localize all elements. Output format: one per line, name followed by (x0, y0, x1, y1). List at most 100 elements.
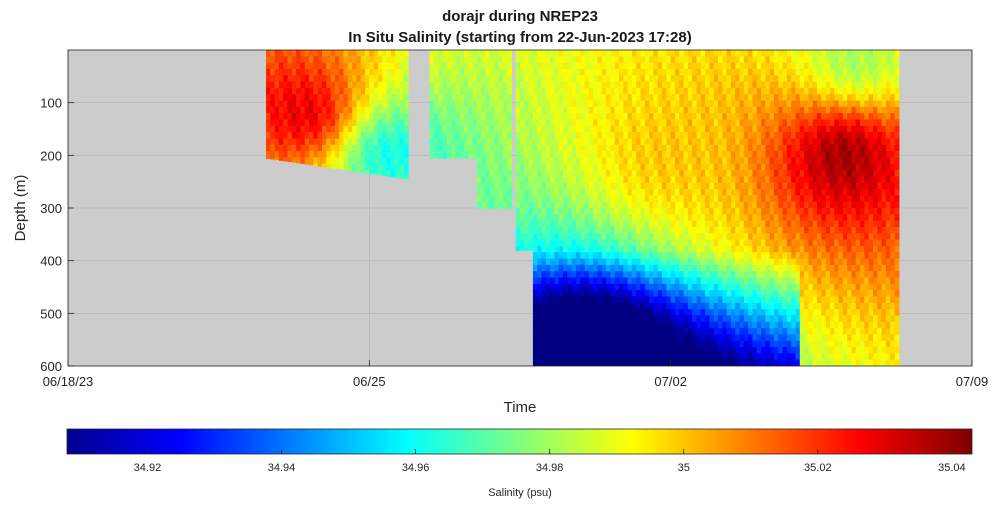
salinity-cell (700, 271, 706, 279)
salinity-cell (597, 75, 603, 83)
salinity-cell (679, 359, 685, 366)
salinity-cell (300, 144, 306, 152)
salinity-cell (373, 144, 379, 152)
salinity-cell (847, 50, 853, 57)
salinity-cell (610, 321, 616, 329)
salinity-cell (855, 328, 861, 335)
salinity-cell (494, 163, 500, 171)
salinity-cell (558, 170, 564, 177)
salinity-cell (709, 100, 715, 108)
salinity-cell (588, 125, 594, 133)
salinity-cell (580, 296, 586, 304)
salinity-cell (614, 214, 620, 222)
salinity-cell (266, 50, 271, 57)
salinity-cell (433, 138, 439, 146)
salinity-cell (476, 163, 482, 171)
salinity-cell (773, 50, 779, 57)
salinity-cell (330, 50, 336, 57)
salinity-cell (773, 315, 779, 323)
salinity-cell (692, 176, 698, 184)
salinity-cell (670, 283, 676, 291)
salinity-cell (748, 125, 754, 133)
salinity-cell (274, 144, 280, 152)
salinity-cell (330, 125, 336, 133)
salinity-cell (739, 50, 745, 57)
salinity-cell (584, 62, 590, 70)
salinity-cell (705, 144, 711, 152)
salinity-cell (571, 144, 577, 152)
salinity-cell (804, 296, 810, 304)
salinity-cell (287, 50, 293, 57)
salinity-cell (485, 182, 491, 190)
salinity-cell (649, 138, 655, 146)
salinity-cell (369, 144, 375, 152)
salinity-cell (679, 138, 685, 146)
salinity-cell (623, 170, 629, 177)
salinity-cell (631, 106, 637, 114)
salinity-cell (360, 68, 366, 76)
salinity-cell (278, 125, 284, 133)
salinity-cell (696, 157, 702, 165)
salinity-cell (821, 264, 827, 272)
salinity-cell (817, 277, 822, 285)
salinity-cell (730, 271, 736, 279)
salinity-cell (636, 208, 642, 215)
salinity-cell (756, 283, 762, 291)
salinity-cell (631, 132, 637, 140)
salinity-cell (584, 214, 590, 222)
salinity-cell (485, 151, 491, 159)
salinity-cell (791, 87, 797, 95)
salinity-cell (623, 62, 629, 70)
salinity-cell (545, 226, 551, 234)
salinity-cell (636, 290, 642, 298)
salinity-cell (709, 208, 715, 215)
salinity-cell (631, 163, 637, 171)
salinity-cell (778, 195, 784, 203)
salinity-cell (644, 106, 650, 114)
salinity-cell (644, 239, 650, 247)
salinity-cell (791, 151, 797, 159)
salinity-cell (640, 151, 646, 159)
salinity-cell (524, 189, 530, 196)
salinity-cell (735, 138, 741, 146)
salinity-cell (718, 214, 723, 222)
salinity-cell (769, 75, 775, 83)
salinity-cell (606, 315, 611, 323)
salinity-cell (532, 100, 538, 108)
salinity-cell (601, 321, 607, 329)
salinity-cell (825, 220, 831, 228)
salinity-cell (687, 94, 693, 102)
salinity-cell (588, 239, 594, 247)
salinity-cell (847, 245, 853, 253)
salinity-cell (274, 50, 280, 57)
salinity-cell (812, 56, 818, 64)
salinity-cell (662, 62, 667, 70)
salinity-cell (821, 189, 827, 196)
salinity-cell (606, 62, 611, 70)
salinity-cell (580, 347, 586, 354)
salinity-cell (838, 233, 844, 241)
salinity-cell (851, 87, 857, 95)
salinity-cell (571, 62, 577, 70)
salinity-cell (588, 208, 594, 215)
salinity-cell (451, 119, 457, 127)
salinity-cell (326, 138, 332, 146)
salinity-cell (498, 201, 504, 209)
salinity-cell (696, 176, 702, 184)
salinity-cell (524, 208, 530, 215)
salinity-cell (683, 163, 689, 171)
salinity-cell (464, 50, 469, 57)
salinity-cell (485, 189, 491, 196)
salinity-cell (580, 170, 586, 177)
salinity-cell (851, 94, 857, 102)
salinity-cell (459, 94, 465, 102)
salinity-cell (524, 144, 530, 152)
salinity-cell (360, 144, 366, 152)
salinity-cell (804, 125, 810, 133)
salinity-cell (804, 75, 810, 83)
salinity-cell (588, 359, 594, 366)
salinity-cell (640, 87, 646, 95)
salinity-cell (829, 321, 835, 329)
salinity-cell (545, 252, 551, 260)
salinity-cell (610, 50, 616, 57)
